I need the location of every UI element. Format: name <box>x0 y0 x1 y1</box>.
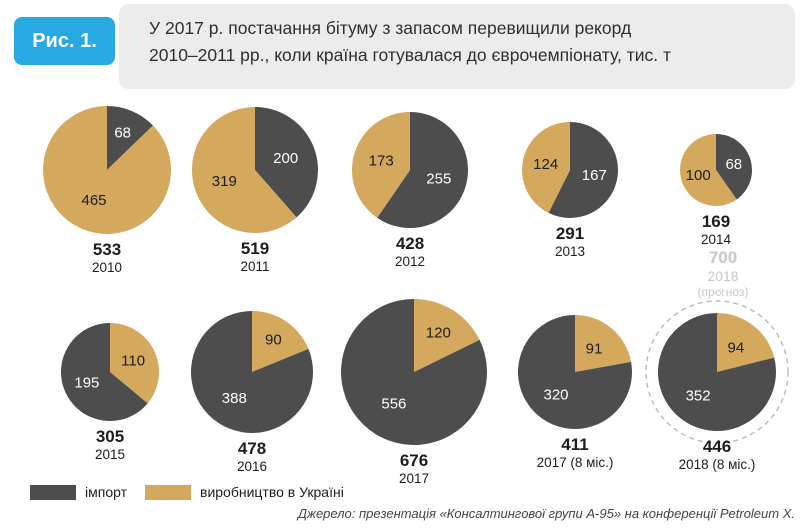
pie-value-production: 100 <box>686 167 711 184</box>
pie-total: 305 <box>95 427 125 446</box>
pie-slice-import <box>716 134 753 200</box>
pie-total: 411 <box>561 435 589 454</box>
pie-slice-import <box>658 313 777 431</box>
pie-value-production: 124 <box>533 156 558 173</box>
forecast-annotation: 700 2018 (прогноз) <box>657 248 789 299</box>
pie-year: 2016 <box>236 459 268 474</box>
pie-2012: 255 173 <box>351 112 468 233</box>
pie-2014: 68 100 <box>680 134 753 211</box>
pie-caption-2016: 478 2016 <box>172 438 332 475</box>
title-line-2: 2010–2011 рр., коли країна готувалася до… <box>149 44 671 65</box>
pie-slice-import <box>255 107 319 218</box>
pie-value-production: 90 <box>265 332 282 349</box>
pie-year: 2010 <box>91 260 123 275</box>
pie-total: 519 <box>240 239 270 258</box>
chart-title: У 2017 р. постачання бітуму з запасом пе… <box>149 15 671 68</box>
pie-caption-2011: 519 2011 <box>175 238 335 275</box>
legend-swatch-production <box>145 484 191 500</box>
legend-swatch-import <box>30 484 76 500</box>
legend-label-production: виробництво в Україні <box>200 484 344 500</box>
pie-slice-production <box>351 112 410 218</box>
pie-slice-production <box>192 107 297 233</box>
header-band <box>119 4 795 89</box>
forecast-dashed-ring <box>645 300 789 444</box>
pie-value-import: 68 <box>725 156 742 173</box>
forecast-year: 2018 <box>707 268 739 284</box>
pie-year: 2015 <box>94 447 126 462</box>
pie-slice-import <box>107 106 153 170</box>
pie-slice-production <box>110 323 160 404</box>
pie-slice-import <box>517 315 632 429</box>
pie-caption-2018 (8 міс.): 446 2018 (8 міс.) <box>637 436 797 473</box>
pie-value-production: 91 <box>586 341 603 358</box>
pie-value-import: 195 <box>74 374 99 391</box>
pie-value-import: 167 <box>582 167 607 184</box>
pie-value-import: 320 <box>543 386 568 403</box>
pie-slice-production <box>680 134 737 206</box>
pie-year: 2011 <box>240 259 270 274</box>
pie-slice-production <box>252 311 309 372</box>
pie-slice-production <box>414 299 480 372</box>
pie-value-import: 556 <box>381 396 406 413</box>
pie-year: 2014 <box>700 232 732 247</box>
forecast-note: (прогноз) <box>697 285 749 299</box>
pie-slice-production <box>575 315 632 372</box>
pie-total: 446 <box>702 437 732 456</box>
pie-caption-2012: 428 2012 <box>330 233 490 270</box>
pie-value-production: 319 <box>212 173 237 190</box>
pie-slice-import <box>61 323 148 421</box>
pie-slice-production <box>43 106 172 234</box>
legend: імпорт виробництво в Україні <box>30 484 344 500</box>
pie-2017: 120 556 <box>341 299 488 450</box>
pie-value-import: 68 <box>114 124 131 141</box>
pie-caption-2013: 291 2013 <box>490 223 650 260</box>
pie-value-production: 94 <box>728 339 745 356</box>
pie-slice-import <box>191 311 314 433</box>
figure-label-badge: Рис. 1. <box>14 17 115 65</box>
pie-total: 478 <box>237 439 267 458</box>
pie-caption-2010: 533 2010 <box>27 239 187 276</box>
pie-total: 428 <box>395 234 425 253</box>
source-note: Джерело: презентація «Консалтингової гру… <box>297 506 795 521</box>
pie-total: 533 <box>92 240 122 259</box>
pie-2016: 90 388 <box>191 311 314 438</box>
forecast-value: 700 <box>708 248 738 267</box>
pie-slice-import <box>548 122 619 218</box>
pie-year: 2017 (8 міс.) <box>536 455 614 470</box>
pie-total: 169 <box>701 212 731 231</box>
pie-2018 (8 міс.): 94 352 <box>658 313 777 436</box>
pie-caption-2017 (8 міс.): 411 2017 (8 міс.) <box>495 434 655 471</box>
pie-2013: 167 124 <box>522 122 619 223</box>
pie-total: 291 <box>555 224 585 243</box>
title-line-1: У 2017 р. постачання бітуму з запасом пе… <box>149 18 632 38</box>
pie-slice-import <box>341 299 488 445</box>
pie-value-import: 200 <box>273 150 298 167</box>
pie-2017 (8 міс.): 91 320 <box>517 315 632 434</box>
pie-value-production: 120 <box>426 325 451 342</box>
pie-value-import: 388 <box>222 390 247 407</box>
pie-2015: 110 195 <box>61 323 160 426</box>
pie-2010: 68 465 <box>43 106 172 239</box>
legend-label-import: імпорт <box>85 484 127 500</box>
figure-label: Рис. 1. <box>32 29 97 52</box>
pie-caption-2017: 676 2017 <box>334 450 494 487</box>
pie-value-production: 465 <box>81 192 106 209</box>
pie-caption-2015: 305 2015 <box>30 426 190 463</box>
pie-2011: 200 319 <box>192 107 319 238</box>
pie-slice-production <box>717 313 775 372</box>
pie-year: 2018 (8 міс.) <box>678 457 756 472</box>
pie-year: 2017 <box>398 471 430 486</box>
pie-value-import: 352 <box>686 388 711 405</box>
pie-year: 2013 <box>554 244 586 259</box>
pie-value-production: 110 <box>121 353 145 370</box>
pie-caption-2014: 169 2014 <box>636 211 796 248</box>
pie-value-import: 255 <box>426 170 451 187</box>
pie-slice-import <box>377 112 468 228</box>
pie-total: 676 <box>399 451 429 470</box>
pie-year: 2012 <box>394 254 426 269</box>
pie-value-production: 173 <box>369 153 394 170</box>
pie-slice-production <box>522 122 570 213</box>
